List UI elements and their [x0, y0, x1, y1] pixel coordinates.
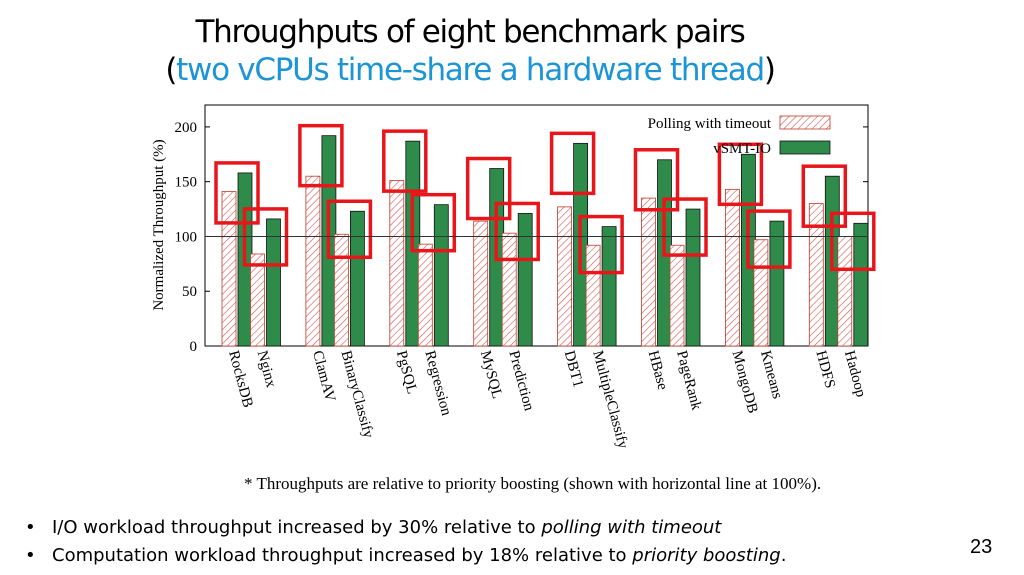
subtitle-close-paren: )	[763, 52, 776, 88]
bar-polling-with-timeout	[417, 243, 433, 347]
bullet1-text: I/O workload throughput increased by 30%…	[52, 517, 542, 538]
highlight-box	[298, 123, 344, 188]
bullet2-suffix: .	[780, 545, 787, 566]
bar-vsmt-io	[349, 210, 365, 347]
x-tick-label: Nginx	[254, 349, 279, 390]
y-tick-label: 50	[182, 284, 197, 300]
bar-polling-with-timeout	[221, 191, 237, 347]
x-tick-label: HBase	[645, 349, 671, 392]
bar-vsmt-io	[769, 220, 785, 347]
highlight-box	[549, 131, 596, 196]
x-tick-label: MySQL	[477, 349, 505, 401]
bullet2-emphasis: priority boosting	[632, 545, 781, 566]
x-tick-label: DBT1	[561, 349, 586, 389]
x-tick-label: BinaryClassify	[338, 349, 377, 441]
bar-polling-with-timeout	[250, 253, 265, 347]
bar-polling-with-timeout	[808, 203, 824, 347]
x-tick-label: Hadoop	[841, 349, 869, 399]
x-tick-label: PageRank	[673, 349, 704, 412]
bullet-dot-icon: •	[25, 545, 36, 566]
slide-title: Throughputs of eight benchmark pairs	[195, 14, 745, 50]
x-tick-label: PgSQL	[393, 349, 420, 396]
bar-polling-with-timeout	[837, 236, 853, 347]
highlight-box	[746, 209, 792, 269]
bullet-dot-icon: •	[25, 517, 36, 538]
bullet-item-io: • I/O workload throughput increased by 30…	[22, 514, 786, 542]
bar-polling-with-timeout	[389, 180, 405, 347]
highlight-box	[214, 161, 260, 225]
y-tick-label: 100	[175, 229, 198, 245]
bar-vsmt-io	[601, 226, 617, 347]
highlight-box	[410, 192, 457, 253]
x-tick-label: HDFS	[812, 349, 837, 390]
chart-footnote: * Throughputs are relative to priority b…	[244, 474, 822, 493]
highlight-box	[717, 142, 764, 207]
highlight-box	[662, 197, 708, 257]
highlight-box	[830, 211, 876, 272]
legend-swatch-vsmt	[779, 140, 831, 155]
highlight-box	[494, 201, 540, 262]
y-axis-label: Normalized Throughput (%)	[151, 139, 167, 310]
subtitle-open-paren: (	[165, 52, 177, 88]
bar-polling-with-timeout	[501, 232, 517, 347]
bar-polling-with-timeout	[725, 188, 740, 347]
bar-polling-with-timeout	[753, 239, 769, 347]
x-tick-label: MongoDB	[729, 349, 761, 415]
highlight-box	[578, 214, 624, 275]
x-tick-label: RocksDB	[225, 349, 256, 409]
bar-vsmt-io	[433, 204, 449, 347]
bar-vsmt-io	[853, 222, 869, 347]
x-tick-label: Kmeans	[757, 349, 785, 401]
bar-polling-with-timeout	[557, 206, 572, 347]
bar-polling-with-timeout	[305, 175, 321, 347]
bar-vsmt-io	[266, 218, 281, 347]
legend-label-vsmt: vSMT-IO	[713, 141, 771, 157]
slide-subtitle: (two vCPUs time-share a hardware thread)	[0, 52, 970, 88]
bullet-list: • I/O workload throughput increased by 30…	[22, 514, 786, 570]
bar-vsmt-io	[685, 208, 701, 347]
highlight-box	[633, 148, 680, 212]
x-tick-label: ClamAV	[309, 349, 338, 404]
highlight-box	[382, 129, 428, 193]
x-tick-label: MultipleClassify	[589, 349, 631, 451]
legend-label-polling: Polling with timeout	[648, 116, 772, 132]
y-tick-label: 150	[175, 175, 198, 191]
y-tick-label: 200	[175, 120, 198, 136]
page-number: 23	[970, 536, 993, 558]
legend-swatch-polling	[779, 115, 831, 130]
x-tick-label: Regression	[421, 349, 454, 418]
x-tick-label: Prediction	[505, 349, 537, 413]
throughput-chart: 0 50 100 150 200 Normalized Throughput (%) Roc…	[151, 104, 876, 451]
bar-polling-with-timeout	[473, 220, 489, 347]
bar-polling-with-timeout	[641, 197, 656, 347]
highlight-box	[326, 199, 373, 260]
subtitle-accent-text: two vCPUs time-share a hardware thread	[176, 52, 765, 88]
bullet1-emphasis: polling with timeout	[541, 517, 722, 538]
bar-vsmt-io	[517, 213, 533, 347]
highlight-box	[465, 156, 512, 221]
bar-polling-with-timeout	[669, 244, 685, 347]
bar-polling-with-timeout	[333, 233, 349, 347]
highlight-box	[801, 164, 848, 228]
bullet-item-computation: • Computation workload throughput increas…	[22, 542, 786, 570]
bullet2-text: Computation workload throughput increase…	[52, 545, 633, 566]
y-tick-label: 0	[190, 339, 198, 355]
bar-polling-with-timeout	[585, 244, 601, 347]
